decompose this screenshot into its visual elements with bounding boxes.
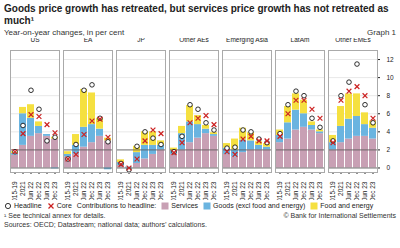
svg-text:2015-19: 2015-19 (64, 181, 71, 200)
svg-text:8: 8 (387, 92, 391, 99)
svg-text:2021: 2021 (72, 181, 79, 196)
svg-text:Jun 23: Jun 23 (96, 181, 103, 200)
svg-text:Dec 22: Dec 22 (353, 181, 360, 200)
html-text:Services: Services (171, 202, 199, 209)
html-text:Year-on-year changes, in per c: Year-on-year changes, in per cent (4, 28, 125, 37)
svg-text:Dec 23: Dec 23 (104, 181, 111, 200)
svg-text:Jun 23: Jun 23 (202, 181, 209, 200)
svg-text:Dec 22: Dec 22 (300, 181, 307, 200)
svg-text:Dec 22: Dec 22 (247, 181, 254, 200)
svg-text:Emerging Asia: Emerging Asia (226, 38, 268, 44)
svg-text:Jun 23: Jun 23 (361, 181, 368, 200)
svg-text:Jun 22: Jun 22 (186, 181, 193, 200)
svg-text:Dec 22: Dec 22 (35, 181, 42, 200)
svg-text:EA: EA (84, 38, 93, 43)
svg-text:Dec 23: Dec 23 (51, 181, 58, 200)
svg-text:Jun 22: Jun 22 (27, 181, 34, 200)
html-text:Goods price growth has retreat: Goods price growth has retreated, but se… (4, 3, 389, 26)
svg-text:Dec 23: Dec 23 (369, 181, 376, 200)
html-text:Graph 1: Graph 1 (367, 28, 396, 37)
html-text:¹ See technical annex for deta: ¹ See technical annex for details. (4, 212, 106, 219)
svg-text:Jun 23: Jun 23 (255, 181, 262, 200)
svg-text:LatAm: LatAm (291, 38, 310, 43)
svg-text:2015-19: 2015-19 (223, 181, 230, 200)
svg-text:2: 2 (387, 146, 391, 153)
svg-text:Jun 22: Jun 22 (133, 181, 140, 200)
svg-text:Dec 23: Dec 23 (263, 181, 270, 200)
html-text:Contributions to headline:: Contributions to headline: (76, 202, 157, 209)
svg-text:Other EMEs: Other EMEs (335, 38, 371, 43)
svg-text:2021: 2021 (19, 181, 26, 196)
svg-text:Dec 22: Dec 22 (88, 181, 95, 200)
svg-text:2015-19: 2015-19 (276, 181, 283, 200)
svg-text:2021: 2021 (337, 181, 344, 196)
html-text:© Bank for International Settl: © Bank for International Settlements (283, 212, 396, 219)
svg-text:Dec 22: Dec 22 (194, 181, 201, 200)
svg-text:Jun 22: Jun 22 (239, 181, 246, 200)
html-text:Headline: Headline (14, 202, 42, 209)
html-text:Goods (excl food and energy): Goods (excl food and energy) (213, 202, 306, 209)
svg-text:Dec 22: Dec 22 (141, 181, 148, 200)
svg-text:2015-19: 2015-19 (170, 181, 177, 200)
svg-text:4: 4 (387, 128, 391, 135)
svg-text:0: 0 (387, 164, 391, 171)
svg-text:2021: 2021 (178, 181, 185, 196)
svg-text:Jun 23: Jun 23 (149, 181, 156, 200)
svg-text:JP: JP (137, 38, 145, 43)
svg-text:Jun 22: Jun 22 (80, 181, 87, 200)
svg-text:12: 12 (387, 56, 395, 63)
svg-text:2015-19: 2015-19 (329, 181, 336, 200)
svg-text:2015-19: 2015-19 (117, 181, 124, 200)
svg-text:Dec 23: Dec 23 (210, 181, 217, 200)
html-text:Core: Core (56, 202, 72, 209)
svg-text:Dec 23: Dec 23 (157, 181, 164, 200)
html-text:Food and energy: Food and energy (320, 202, 374, 209)
svg-text:Jun 23: Jun 23 (308, 181, 315, 200)
svg-text:Other AEs: Other AEs (179, 38, 209, 43)
svg-text:2021: 2021 (284, 181, 291, 196)
html-text:Sources: OECD; Datastream; nat: Sources: OECD; Datastream; national data… (4, 221, 207, 228)
svg-text:2015-19: 2015-19 (11, 181, 18, 200)
svg-text:6: 6 (387, 110, 391, 117)
svg-text:US: US (30, 38, 40, 43)
svg-text:2021: 2021 (125, 181, 132, 196)
svg-text:Jun 23: Jun 23 (43, 181, 50, 200)
svg-text:10: 10 (387, 74, 395, 81)
svg-text:Jun 22: Jun 22 (292, 181, 299, 200)
svg-text:2021: 2021 (231, 181, 238, 196)
svg-text:Dec 23: Dec 23 (316, 181, 323, 200)
svg-text:Jun 22: Jun 22 (345, 181, 352, 200)
